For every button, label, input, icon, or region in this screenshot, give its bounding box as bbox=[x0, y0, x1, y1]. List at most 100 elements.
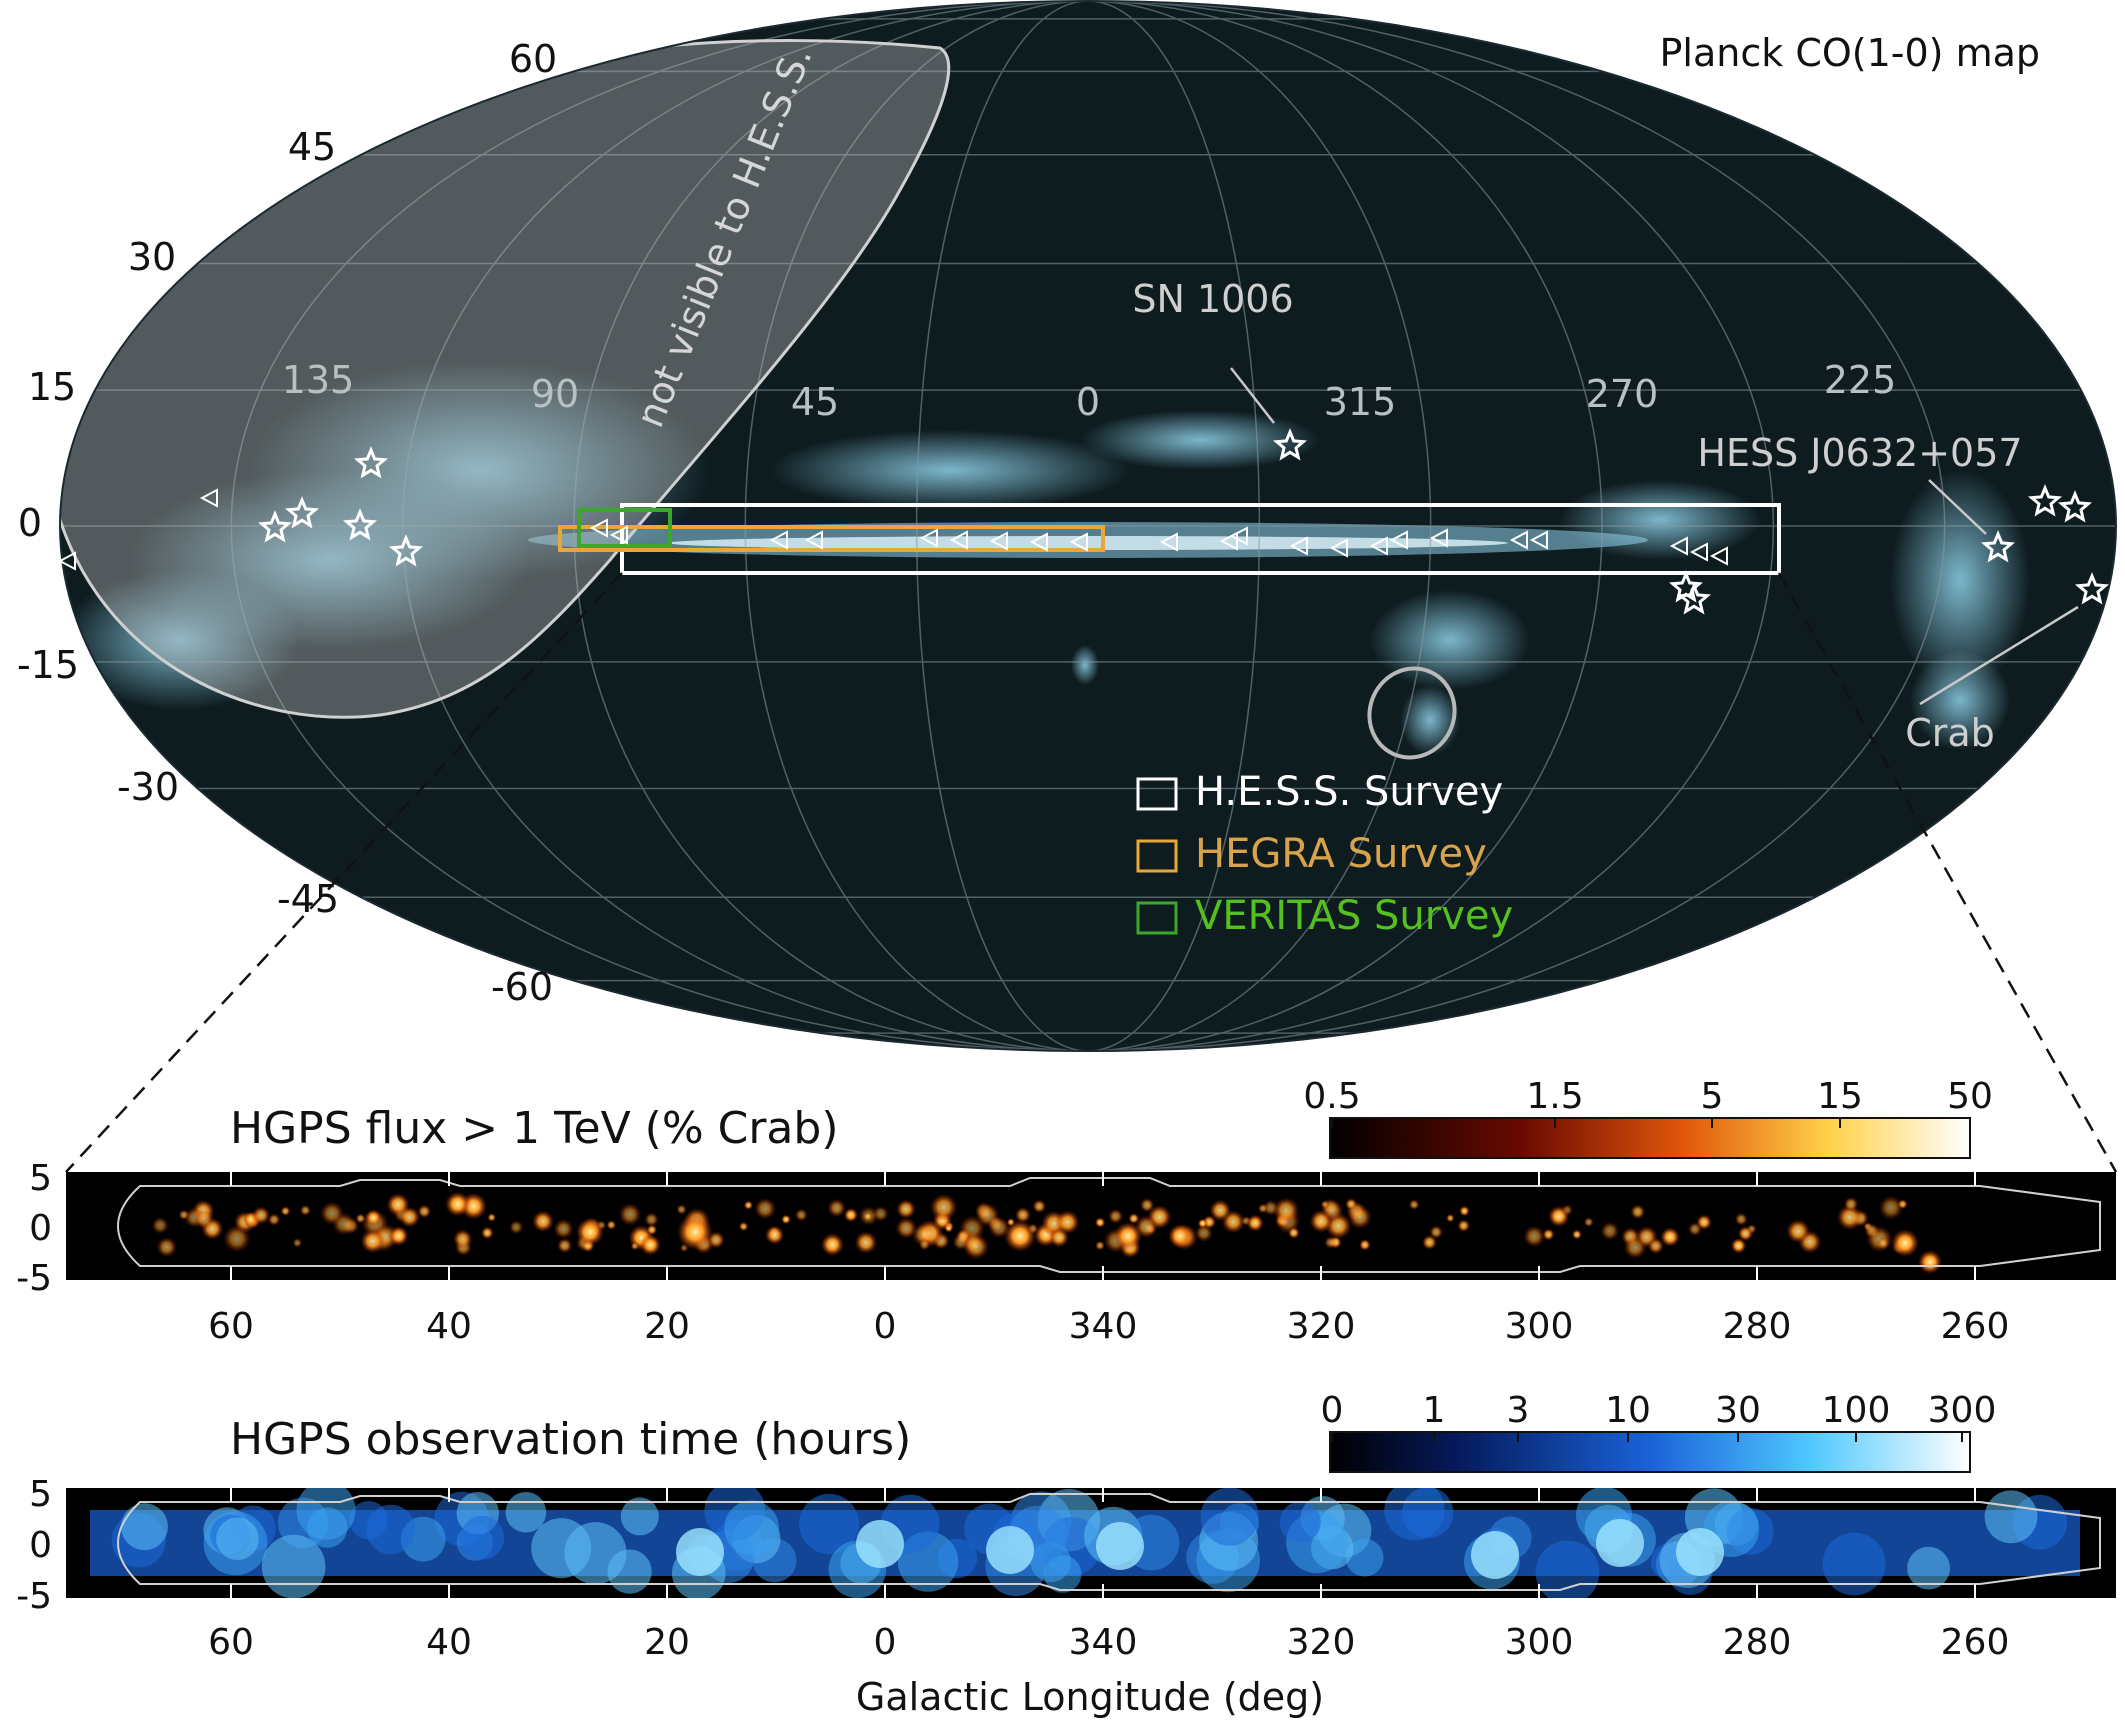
emission-blob bbox=[640, 1234, 661, 1256]
star-marker bbox=[1980, 530, 2016, 563]
emission-blob bbox=[1359, 1239, 1371, 1251]
emission-blob bbox=[781, 1214, 791, 1225]
emission-blob bbox=[388, 1226, 409, 1246]
flux-emission bbox=[151, 1191, 1942, 1274]
star-marker bbox=[388, 534, 424, 567]
pointing-circle bbox=[531, 1518, 592, 1579]
source-stars bbox=[257, 428, 2110, 615]
triangle-marker bbox=[1289, 536, 1308, 556]
legend: H.E.S.S. Survey HEGRA Survey VERITAS Surve… bbox=[1136, 769, 1513, 939]
emission-blob bbox=[1786, 1219, 1810, 1244]
emission-blob bbox=[223, 1224, 251, 1253]
emission-blob bbox=[952, 1233, 970, 1251]
x-tick-label: 40 bbox=[426, 1622, 472, 1663]
emission-blob bbox=[1095, 1240, 1105, 1251]
emission-blob bbox=[1542, 1228, 1555, 1241]
emission-blob bbox=[1032, 1199, 1047, 1214]
y-tick-label: 5 bbox=[29, 1158, 52, 1199]
x-tick-label: 320 bbox=[1287, 1306, 1356, 1347]
colorbar-tick-label: 300 bbox=[1928, 1390, 1997, 1431]
x-tick-label: 60 bbox=[208, 1306, 254, 1347]
colorbar-tick-label: 1.5 bbox=[1526, 1076, 1583, 1117]
emission-blob bbox=[252, 1206, 271, 1225]
emission-blob bbox=[487, 1213, 497, 1222]
triangle-marker bbox=[1219, 531, 1238, 551]
star-marker bbox=[2027, 484, 2063, 517]
source-triangles bbox=[57, 488, 1728, 571]
emission-blob bbox=[820, 1233, 844, 1257]
triangle-marker bbox=[1369, 536, 1388, 556]
longitude-label: 90 bbox=[531, 372, 579, 416]
emission-blob bbox=[1647, 1238, 1664, 1254]
triangle-marker bbox=[769, 530, 788, 550]
x-tick-label: 0 bbox=[874, 1306, 897, 1347]
emission-blob bbox=[1660, 1227, 1680, 1247]
x-tick-label: 320 bbox=[1287, 1622, 1356, 1663]
longitude-label: 135 bbox=[282, 358, 355, 402]
emission-blob bbox=[1094, 1217, 1106, 1228]
all-sky-map: Planck CO(1-0) map not visible to H.E.S.… bbox=[17, 0, 2117, 1052]
time-x-ticks: 60 40 20 0 340 320 300 280 260 bbox=[208, 1488, 2009, 1663]
pointing-circle bbox=[1345, 1538, 1384, 1577]
deep-pointing bbox=[856, 1520, 904, 1568]
emission-blob bbox=[1730, 1237, 1747, 1254]
colorbar-tick-label: 50 bbox=[1947, 1076, 1993, 1117]
triangle-marker bbox=[1689, 542, 1708, 562]
pointing-circle bbox=[724, 1500, 779, 1556]
emission-blob bbox=[911, 1223, 935, 1247]
y-tick-label: -5 bbox=[16, 1576, 52, 1617]
emission-blob bbox=[151, 1216, 169, 1234]
emission-blob bbox=[399, 1206, 420, 1228]
legend-swatch bbox=[1136, 777, 1178, 811]
x-tick-label: 300 bbox=[1505, 1622, 1574, 1663]
triangle-marker bbox=[1029, 532, 1048, 552]
emission-blob bbox=[754, 1197, 776, 1220]
x-tick-label: 260 bbox=[1941, 1306, 2010, 1347]
latitude-labels: 60 45 30 15 0 -15 -30 -45 -60 bbox=[17, 37, 557, 1009]
emission-blob bbox=[445, 1191, 470, 1217]
emission-blob bbox=[1209, 1199, 1231, 1222]
emission-blob bbox=[1408, 1199, 1420, 1210]
pointing-circle bbox=[505, 1492, 547, 1533]
emission-blob bbox=[676, 1204, 687, 1215]
pointing-circle bbox=[1200, 1488, 1259, 1546]
zoom-line-left bbox=[65, 572, 623, 1173]
emission-blob bbox=[481, 1226, 494, 1240]
colorbar-tick-label: 0.5 bbox=[1303, 1076, 1360, 1117]
x-tick-label: 20 bbox=[644, 1306, 690, 1347]
y-tick-label: 0 bbox=[29, 1208, 52, 1249]
emission-blob bbox=[1422, 1234, 1437, 1250]
colorbar-tick-label: 0 bbox=[1321, 1390, 1344, 1431]
emission-blob bbox=[854, 1231, 878, 1254]
emission-blob bbox=[1457, 1219, 1470, 1232]
star-marker bbox=[1272, 428, 1308, 461]
latitude-label: -60 bbox=[491, 965, 553, 1009]
emission-blob bbox=[299, 1204, 311, 1216]
latitude-label: 0 bbox=[18, 501, 42, 545]
pointing-circle bbox=[349, 1501, 388, 1540]
latitude-label: -30 bbox=[117, 765, 179, 809]
emission-blob bbox=[1055, 1210, 1080, 1235]
latitude-label: 45 bbox=[288, 125, 336, 169]
triangle-marker bbox=[1159, 532, 1178, 552]
emission-blob bbox=[292, 1238, 303, 1248]
latitude-label: -15 bbox=[17, 643, 79, 687]
flux-x-ticks: 60 40 20 0 340 320 300 280 260 bbox=[208, 1172, 2009, 1347]
x-tick-label: 300 bbox=[1505, 1306, 1574, 1347]
colorbar-tick-label: 1 bbox=[1423, 1390, 1446, 1431]
emission-blob bbox=[1429, 1225, 1443, 1239]
triangle-marker bbox=[1669, 536, 1688, 556]
legend-swatch bbox=[1136, 901, 1178, 935]
triangle-marker bbox=[949, 530, 968, 550]
emission-blob bbox=[618, 1203, 642, 1226]
pointing-circle bbox=[261, 1534, 326, 1598]
pointing-circle bbox=[620, 1497, 659, 1536]
triangle-marker bbox=[1429, 528, 1448, 548]
emission-blob bbox=[1877, 1237, 1890, 1250]
y-tick-label: 0 bbox=[29, 1525, 52, 1566]
y-tick-label: -5 bbox=[16, 1258, 52, 1299]
emission-blob bbox=[320, 1201, 344, 1226]
longitude-label: 315 bbox=[1324, 380, 1397, 424]
pointing-circle bbox=[1984, 1490, 2038, 1544]
